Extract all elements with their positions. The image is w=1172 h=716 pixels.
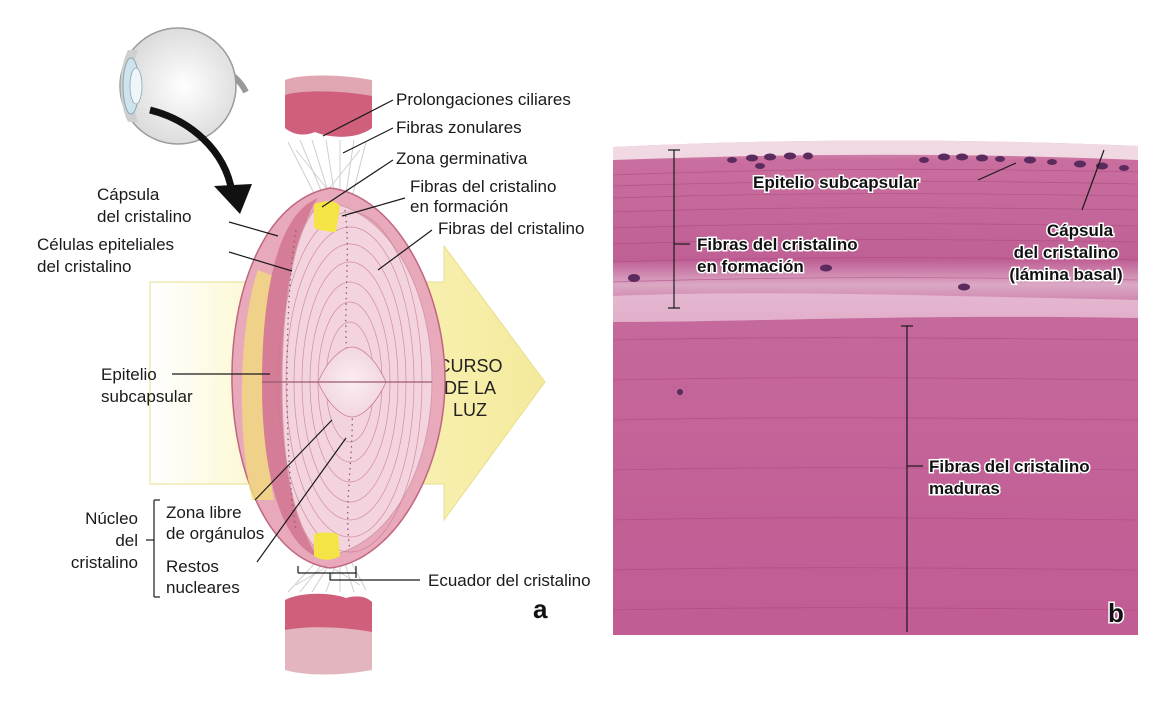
curso-label-1: CURSO [437, 356, 502, 376]
label-zona-libre-1: Zona libre [166, 503, 242, 522]
label-nucleo-3: cristalino [71, 553, 138, 572]
label-restos-1: Restos [166, 557, 219, 576]
germinative-zone-top [314, 201, 340, 232]
lens-epithelium [262, 198, 320, 558]
panel-a: CURSO DE LA LUZ [37, 27, 591, 675]
ciliary-processes-bottom [285, 593, 372, 675]
panel-b: Epitelio subcapsular Cápsula del cristal… [612, 135, 1139, 635]
label-nucleo-1: Núcleo [85, 509, 138, 528]
curso-label-3: LUZ [453, 400, 487, 420]
label-capsula-b-1: Cápsula [1047, 221, 1114, 240]
micrograph-top-background [613, 135, 1138, 147]
micrograph-frame [613, 135, 1138, 635]
eye-icon [119, 27, 249, 145]
germinative-zone-bottom [314, 532, 340, 560]
label-formacion-b-1: Fibras del cristalino [697, 235, 858, 254]
magnify-arrow [149, 106, 236, 193]
leader-lines-a [146, 99, 433, 598]
label-zona-germinativa: Zona germinativa [396, 149, 528, 168]
curso-label-2: DE LA [444, 378, 496, 398]
ciliary-processes-top [285, 75, 372, 137]
fiber-striations [612, 168, 1139, 611]
label-restos-2: nucleares [166, 578, 240, 597]
label-fibras-formacion-1: Fibras del cristalino [410, 177, 556, 196]
label-capsula-b-3: (lámina basal) [1009, 265, 1122, 284]
label-prolongaciones: Prolongaciones ciliares [396, 90, 571, 109]
label-maduras-1: Fibras del cristalino [929, 457, 1090, 476]
panel-b-letter: b [1108, 598, 1124, 628]
label-fibras-cristalino: Fibras del cristalino [438, 219, 584, 238]
label-formacion-b-2: en formación [697, 257, 804, 276]
label-capsula-1: Cápsula [97, 185, 160, 204]
magnify-arrow-head [214, 184, 252, 214]
label-epitelio-subcapsular: Epitelio subcapsular [753, 173, 920, 192]
label-celulas-1: Células epiteliales [37, 235, 174, 254]
label-capsula-2: del cristalino [97, 207, 192, 226]
transition-band [613, 293, 1138, 322]
label-epitelio-2: subcapsular [101, 387, 193, 406]
label-zona-libre-2: de orgánulos [166, 524, 264, 543]
label-nucleo-2: del [115, 531, 138, 550]
label-fibras-zonulares: Fibras zonulares [396, 118, 522, 137]
label-maduras-2: maduras [929, 479, 1000, 498]
label-ecuador: Ecuador del cristalino [428, 571, 591, 590]
label-fibras-formacion-2: en formación [410, 197, 508, 216]
capsule-band [613, 140, 1138, 160]
label-capsula-b-2: del cristalino [1014, 243, 1119, 262]
panel-a-letter: a [533, 594, 548, 624]
epithelial-nuclei [628, 152, 1129, 395]
label-celulas-2: del cristalino [37, 257, 132, 276]
anterior-light-band [241, 270, 278, 500]
leader-lines-b [668, 149, 1105, 632]
label-epitelio-1: Epitelio [101, 365, 157, 384]
